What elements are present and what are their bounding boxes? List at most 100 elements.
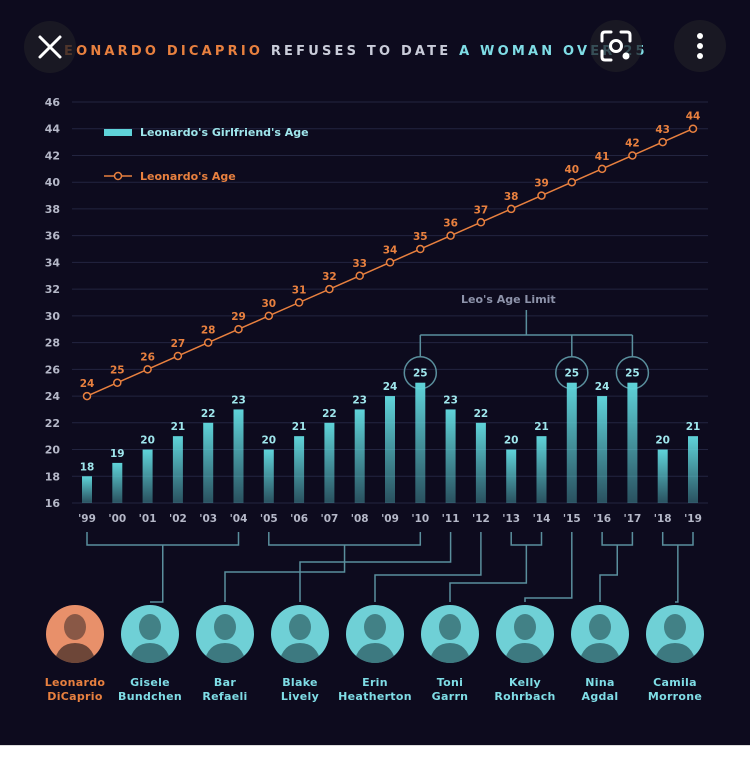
bar xyxy=(536,436,547,503)
x-tick-label: '19 xyxy=(684,513,702,525)
bar xyxy=(233,409,244,503)
person-name: Blake Lively xyxy=(252,676,348,703)
x-tick-label: '18 xyxy=(654,513,672,525)
leo-age-label: 42 xyxy=(625,137,640,149)
age-limit-label: Leo's Age Limit xyxy=(461,293,556,306)
leo-age-label: 26 xyxy=(140,351,155,363)
leo-age-point xyxy=(628,151,637,160)
person-silhouette-icon xyxy=(204,614,246,663)
person-connector xyxy=(150,545,164,603)
person-name-line: Refaeli xyxy=(202,689,248,703)
leo-age-point xyxy=(325,284,334,294)
more-vert-icon xyxy=(697,33,703,59)
chart-title: EONARDO DICAPRIO REFUSES TO DATE A WOMAN… xyxy=(64,44,648,59)
bar-value-label: 20 xyxy=(140,435,155,447)
leo-age-point xyxy=(203,338,213,347)
y-tick-label: 32 xyxy=(45,283,60,296)
more-options-button[interactable] xyxy=(674,20,726,72)
person-name: Kelly Rohrbach xyxy=(477,676,573,703)
x-tick-label: '11 xyxy=(442,513,460,525)
bar-value-label: 20 xyxy=(655,435,670,447)
person-name: Gisele Bundchen xyxy=(102,676,198,703)
title-part: A WOMAN xyxy=(459,44,555,59)
person-name-line: Nina xyxy=(585,676,615,689)
x-tick-label: '10 xyxy=(411,513,429,525)
person-silhouette-icon xyxy=(354,614,396,663)
year-group-bracket xyxy=(86,532,240,546)
bar xyxy=(475,422,486,503)
avatar xyxy=(571,605,629,663)
bar-value-label: 21 xyxy=(171,421,186,433)
x-tick-label: '03 xyxy=(199,513,217,525)
person-silhouette-icon xyxy=(279,614,321,663)
person-connector xyxy=(299,545,452,602)
close-icon xyxy=(38,35,62,59)
person-silhouette-icon xyxy=(579,614,621,663)
x-tick-label: '01 xyxy=(139,513,157,525)
lens-button[interactable] xyxy=(590,20,642,72)
year-group-bracket xyxy=(601,532,634,546)
leo-age-point xyxy=(234,324,243,334)
leo-age-point xyxy=(385,258,395,267)
bar xyxy=(203,422,214,503)
bar xyxy=(354,409,365,503)
close-button[interactable] xyxy=(24,21,76,73)
bar-value-label: 19 xyxy=(110,448,125,460)
legend-bar-swatch xyxy=(104,129,132,136)
x-tick-label: '06 xyxy=(290,513,308,525)
person-silhouette-icon xyxy=(54,614,96,663)
bar xyxy=(415,382,426,503)
avatar xyxy=(646,605,704,663)
x-tick-label: '09 xyxy=(381,513,399,525)
year-group-bracket xyxy=(510,532,543,546)
person-name: Erin Heatherton xyxy=(327,676,423,703)
avatar xyxy=(496,605,554,663)
person-name: Camila Morrone xyxy=(627,676,723,703)
y-tick-label: 30 xyxy=(45,310,61,323)
leo-age-label: 41 xyxy=(595,151,610,163)
bar xyxy=(82,476,92,503)
person-name-line: Agdal xyxy=(581,689,619,703)
leo-age-label: 34 xyxy=(383,244,398,256)
person-silhouette-icon xyxy=(504,614,546,663)
leo-age-label: 29 xyxy=(231,311,246,323)
leo-age-label: 24 xyxy=(80,378,95,390)
person-connector xyxy=(224,545,346,602)
bar-value-label: 22 xyxy=(322,408,337,420)
person-name-line: Kelly xyxy=(508,676,541,689)
x-tick-label: '14 xyxy=(533,513,551,525)
x-tick-label: '17 xyxy=(623,513,641,525)
leo-age-label: 31 xyxy=(292,285,307,297)
title-part: REFUSES TO DATE xyxy=(263,44,459,59)
person-name-line: DiCaprio xyxy=(47,689,103,703)
person-name-line: Camila xyxy=(653,676,697,689)
bar-value-label: 21 xyxy=(686,421,701,433)
bar-value-label: 22 xyxy=(201,408,216,420)
leo-age-label: 37 xyxy=(474,204,489,216)
bar xyxy=(506,449,517,503)
bar-value-label: 25 xyxy=(413,368,428,380)
person-name-line: Toni xyxy=(436,676,464,689)
person-name-line: Lively xyxy=(280,689,320,703)
person-connector xyxy=(449,545,528,602)
bar xyxy=(142,449,153,503)
leo-age-point xyxy=(476,218,486,227)
leo-age-label: 43 xyxy=(655,124,670,136)
person-connector xyxy=(675,545,679,603)
leo-age-label: 32 xyxy=(322,271,337,283)
bar xyxy=(445,409,456,503)
bar-value-label: 23 xyxy=(231,394,246,406)
bar-value-label: 23 xyxy=(352,394,367,406)
leo-age-label: 44 xyxy=(686,111,701,123)
x-tick-label: '08 xyxy=(351,513,369,525)
leo-age-label: 33 xyxy=(352,258,367,270)
bar-value-label: 21 xyxy=(534,421,549,433)
leo-age-point xyxy=(416,244,425,254)
x-tick-label: '15 xyxy=(563,513,581,525)
leo-age-point xyxy=(506,204,516,214)
leo-age-label: 30 xyxy=(261,298,276,310)
leo-age-point xyxy=(113,378,122,387)
leo-age-point xyxy=(264,311,274,321)
avatar xyxy=(46,605,104,663)
